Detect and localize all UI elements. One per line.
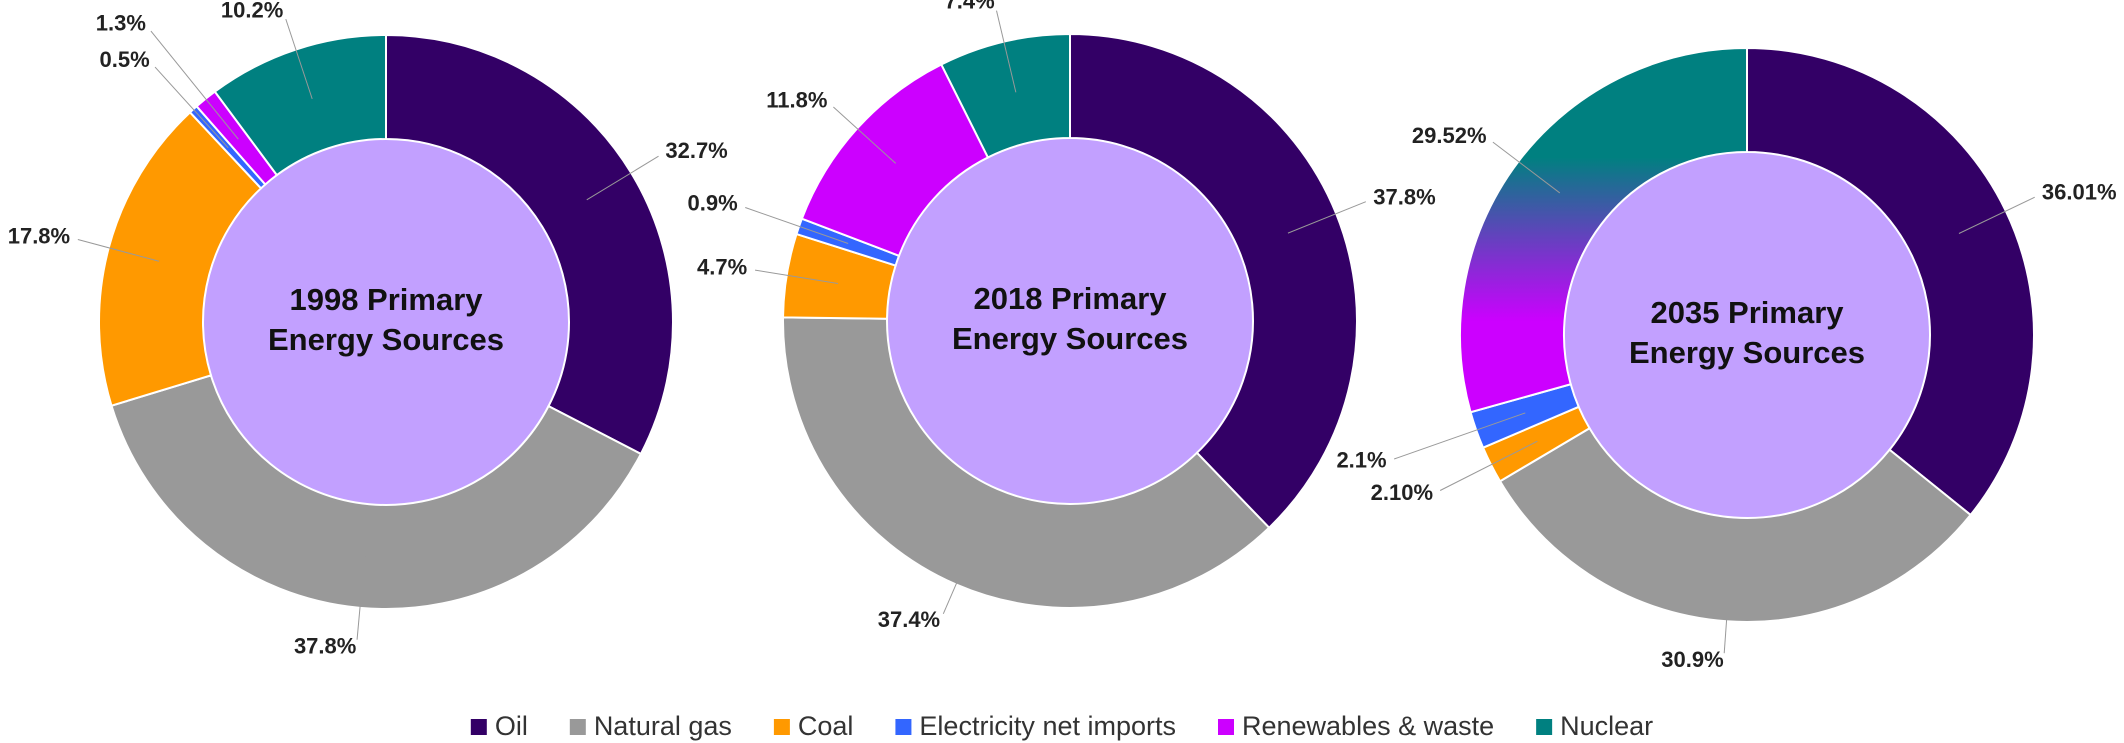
- legend-item: Coal: [773, 711, 854, 741]
- leader-line: [77, 239, 160, 262]
- slice: [1746, 46, 2035, 517]
- data-label: 10.2%: [221, 0, 283, 22]
- leader-line: [996, 10, 1017, 93]
- legend-swatch: [773, 719, 790, 735]
- data-label: 0.9%: [688, 191, 738, 216]
- leader-line: [1393, 412, 1526, 460]
- data-label: 36.01%: [2042, 180, 2117, 205]
- legend-item: Renewables & waste: [1218, 711, 1494, 741]
- legend-swatch: [895, 719, 912, 735]
- data-label: 37.8%: [294, 633, 356, 658]
- leader-line: [1958, 196, 2035, 234]
- legend-item: Electricity net imports: [895, 711, 1176, 741]
- leader-line: [755, 269, 839, 285]
- leader-line: [150, 30, 239, 140]
- legend-swatch: [1536, 719, 1553, 735]
- data-label: 17.8%: [8, 223, 70, 248]
- chart-title: 2035 Primary Energy Sources: [1628, 295, 1866, 371]
- data-label: 32.7%: [665, 138, 727, 163]
- chart-title: 2018 Primary Energy Sources: [951, 281, 1189, 357]
- data-label: 37.4%: [878, 607, 940, 632]
- leader-line: [285, 18, 313, 100]
- legend-item: Natural gas: [569, 711, 732, 741]
- data-label: 30.9%: [1661, 647, 1723, 672]
- slice: [110, 374, 643, 610]
- legend-label: Coal: [798, 711, 854, 741]
- data-label: 7.4%: [945, 0, 995, 14]
- data-label: 1.3%: [96, 11, 146, 36]
- legend-label: Electricity net imports: [919, 711, 1176, 741]
- slice: [1459, 46, 1748, 414]
- slice: [782, 316, 1271, 609]
- leader-line: [1439, 440, 1538, 491]
- legend-label: Renewables & waste: [1242, 711, 1494, 741]
- leader-line: [356, 555, 366, 640]
- data-label: 11.8%: [766, 87, 827, 112]
- legend-label: Natural gas: [594, 711, 732, 741]
- legend-label: Nuclear: [1560, 711, 1653, 741]
- slice: [213, 33, 387, 177]
- data-label: 4.7%: [697, 255, 747, 280]
- leader-line: [1492, 141, 1561, 194]
- legend-swatch: [569, 719, 586, 735]
- data-label: 2.10%: [1371, 480, 1433, 505]
- chart-title: 1998 Primary Energy Sources: [267, 282, 505, 358]
- data-label: 2.1%: [1336, 447, 1386, 472]
- legend-label: Oil: [495, 711, 528, 741]
- legend-item: Oil: [470, 711, 528, 741]
- leader-line: [586, 155, 659, 201]
- leader-line: [833, 106, 897, 164]
- legend-item: Nuclear: [1536, 711, 1653, 741]
- legend-swatch: [1218, 719, 1234, 735]
- data-label: 29.52%: [1412, 123, 1487, 148]
- leader-line: [154, 66, 229, 149]
- slice: [1069, 32, 1358, 530]
- leader-line: [745, 207, 849, 244]
- leader-line: [1287, 201, 1367, 234]
- data-label: 0.5%: [100, 47, 150, 72]
- legend-swatch: [470, 719, 487, 735]
- leader-line: [1723, 569, 1731, 654]
- slice: [385, 33, 674, 456]
- leader-line: [942, 536, 978, 614]
- slice: [939, 32, 1071, 159]
- data-label: 37.8%: [1373, 185, 1435, 210]
- slice: [1498, 426, 1972, 623]
